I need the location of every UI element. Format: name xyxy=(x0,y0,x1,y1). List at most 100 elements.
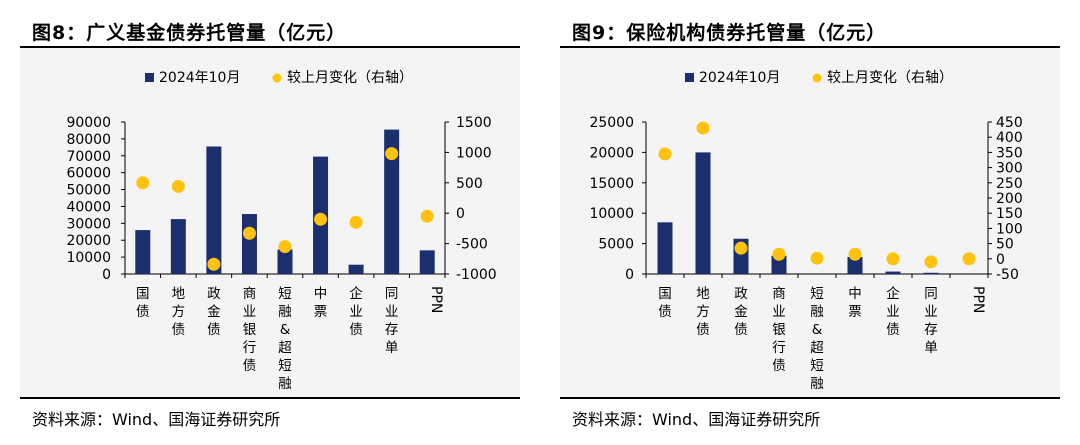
change-point xyxy=(810,251,824,265)
bar xyxy=(695,152,711,274)
change-point xyxy=(385,147,399,161)
change-point xyxy=(349,215,363,229)
y-right-tick-label: 0 xyxy=(996,252,1005,268)
y-left-tick-label: 5000 xyxy=(598,237,634,253)
y-right-tick-label: 400 xyxy=(996,130,1023,146)
category-label: 政金债 xyxy=(734,286,748,338)
change-point xyxy=(886,252,900,266)
change-point xyxy=(171,179,185,193)
change-point xyxy=(734,241,748,255)
y-left-tick-label: 0 xyxy=(102,267,111,283)
bar xyxy=(241,214,257,274)
change-point xyxy=(314,212,328,226)
y-left-tick-label: 40000 xyxy=(66,199,111,215)
bar xyxy=(277,249,293,274)
legend-dot-swatch xyxy=(272,73,282,83)
change-point xyxy=(962,252,976,266)
bar xyxy=(170,219,186,274)
change-point xyxy=(420,209,434,223)
category-label: 地方债 xyxy=(172,286,186,338)
y-left-tick-label: 10000 xyxy=(589,206,634,222)
y-left-tick-label: 10000 xyxy=(66,250,111,266)
y-right-tick-label: 250 xyxy=(996,176,1023,192)
legend-label: 2024年10月 xyxy=(159,70,240,86)
figure-title: 图9：保险机构债券托管量（亿元） xyxy=(572,22,887,44)
y-left-tick-label: 80000 xyxy=(66,132,111,148)
y-left-tick-label: 20000 xyxy=(66,233,111,249)
category-label: 国债 xyxy=(658,286,672,320)
top-rule xyxy=(20,46,520,48)
category-label: 中票 xyxy=(848,286,862,320)
category-label: 中票 xyxy=(314,286,328,320)
y-left-tick-label: 60000 xyxy=(66,166,111,182)
figure-panel-right: 图9：保险机构债券托管量（亿元） 2024年10月 较上月变化（右轴） 0 5000 1… xyxy=(560,0,1080,445)
y-right-tick-label: 450 xyxy=(996,115,1023,131)
change-point xyxy=(696,121,710,135)
y-left-tick-label: 20000 xyxy=(589,145,634,161)
change-point xyxy=(278,240,292,254)
y-left-tick-label: 50000 xyxy=(66,183,111,199)
combo-chart: 2024年10月 较上月变化（右轴）01000020000300004000050… xyxy=(66,70,497,392)
y-right-tick-label: 500 xyxy=(456,176,483,192)
bottom-rule xyxy=(560,397,1060,399)
y-right-tick-label: 300 xyxy=(996,161,1023,177)
bar xyxy=(206,146,222,274)
y-right-tick-label: -500 xyxy=(456,237,488,253)
bar xyxy=(348,264,364,274)
legend-label: 较上月变化（右轴） xyxy=(827,70,953,86)
legend-bar-swatch xyxy=(145,73,154,82)
y-right-tick-label: -1000 xyxy=(456,267,497,283)
change-point xyxy=(207,257,221,271)
category-label: 同业存单 xyxy=(924,286,938,356)
y-left-tick-label: 30000 xyxy=(66,216,111,232)
figure-title: 图8：广义基金债券托管量（亿元） xyxy=(32,22,347,44)
source-note: 资料来源：Wind、国海证券研究所 xyxy=(572,410,821,429)
bar xyxy=(847,256,863,274)
category-label: 政金债 xyxy=(207,286,221,338)
category-label: 地方债 xyxy=(696,286,710,338)
legend-label: 较上月变化（右轴） xyxy=(287,70,413,86)
figure-panel-left: 图8：广义基金债券托管量（亿元） 2024年10月 较上月变化（右轴） 0 10000… xyxy=(20,0,540,445)
y-right-tick-label: -50 xyxy=(996,267,1019,283)
legend-label: 2024年10月 xyxy=(699,70,780,86)
y-right-tick-label: 1500 xyxy=(456,115,492,131)
bar xyxy=(384,129,400,274)
category-label: PPN xyxy=(428,286,444,313)
bar xyxy=(923,272,939,274)
category-label: 商业银行债 xyxy=(243,286,257,374)
bar xyxy=(885,271,901,274)
y-left-tick-label: 90000 xyxy=(66,115,111,131)
category-label: PPN xyxy=(970,286,986,313)
change-point xyxy=(658,147,672,161)
bar xyxy=(419,250,435,274)
category-label: 短融&超短融 xyxy=(810,286,824,392)
bar xyxy=(135,230,151,274)
legend-bar-swatch xyxy=(685,73,694,82)
bottom-rule xyxy=(20,397,520,399)
plot-background xyxy=(560,48,1060,397)
y-right-tick-label: 200 xyxy=(996,191,1023,207)
change-point xyxy=(924,255,938,269)
top-rule xyxy=(560,46,1060,48)
y-left-tick-label: 25000 xyxy=(589,115,634,131)
category-label: 企业债 xyxy=(886,285,900,338)
change-point xyxy=(242,226,256,240)
y-right-tick-label: 150 xyxy=(996,206,1023,222)
category-label: 短融&超短融 xyxy=(278,286,292,392)
y-right-tick-label: 350 xyxy=(996,145,1023,161)
category-label: 同业存单 xyxy=(385,286,399,356)
y-left-tick-label: 15000 xyxy=(589,176,634,192)
change-point xyxy=(772,247,786,261)
source-note: 资料来源：Wind、国海证券研究所 xyxy=(32,410,281,429)
plot-background xyxy=(20,48,520,397)
y-right-tick-label: 100 xyxy=(996,221,1023,237)
combo-chart: 2024年10月 较上月变化（右轴） 0 5000 10000 15000 20000 250… xyxy=(589,70,1023,392)
category-label: 国债 xyxy=(136,286,150,320)
y-right-tick-label: 0 xyxy=(456,206,465,222)
category-label: 企业债 xyxy=(349,285,363,338)
y-right-tick-label: 1000 xyxy=(456,145,492,161)
legend-dot-swatch xyxy=(812,73,822,83)
bar xyxy=(771,255,787,274)
bar xyxy=(657,222,673,274)
category-label: 商业银行债 xyxy=(772,286,786,374)
